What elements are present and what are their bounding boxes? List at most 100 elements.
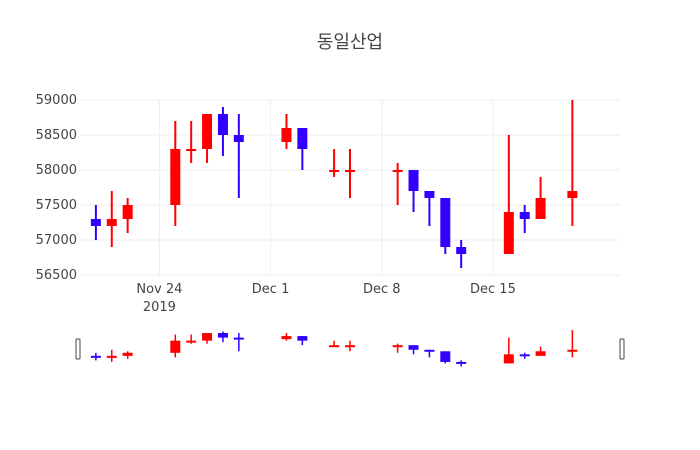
candle-decreasing xyxy=(233,114,244,198)
slider-candle xyxy=(90,352,101,361)
candle-body xyxy=(440,198,451,247)
slider-candle xyxy=(567,330,578,358)
candle-body xyxy=(329,170,340,172)
range-slider-right-handle[interactable] xyxy=(619,338,625,360)
candle-body xyxy=(202,114,213,149)
candle-increasing xyxy=(345,149,355,198)
candle-body xyxy=(345,170,355,172)
slider-candle xyxy=(456,360,467,367)
slider-candle-body xyxy=(567,349,578,352)
candle-increasing xyxy=(535,177,546,219)
candle-increasing xyxy=(567,100,578,226)
slider-candle-body xyxy=(233,337,244,340)
x-tick-label: Dec 15 xyxy=(470,282,516,297)
candle-increasing xyxy=(170,121,181,226)
x-tick-label: Dec 1 xyxy=(252,282,290,297)
candle-increasing xyxy=(503,135,514,254)
candle-decreasing xyxy=(408,170,419,212)
slider-candle-body xyxy=(122,352,133,356)
candle-body xyxy=(297,128,308,149)
slider-candle-body xyxy=(424,349,435,352)
slider-candle xyxy=(440,351,451,364)
y-tick-label: 57500 xyxy=(36,198,77,213)
slider-candle xyxy=(408,345,419,355)
slider-candle-body xyxy=(297,336,308,341)
y-tick-label: 58000 xyxy=(36,163,77,178)
candle-body xyxy=(503,212,514,254)
slider-candle-body xyxy=(281,336,292,340)
candle-body xyxy=(170,149,181,205)
slider-candle-body xyxy=(408,345,419,350)
slider-candle xyxy=(392,343,403,353)
candle-body xyxy=(567,191,578,198)
slider-candle-body xyxy=(535,351,546,356)
candle-increasing xyxy=(202,114,213,163)
axis-layer: 56500 57000 57500 58000 58500 59000 Nov 24 2019… xyxy=(36,93,516,315)
slider-candle-body xyxy=(90,355,101,358)
candle-increasing xyxy=(392,163,403,205)
y-tick-label: 56500 xyxy=(36,268,77,283)
slider-candle xyxy=(217,331,228,343)
slider-candle xyxy=(503,337,514,364)
slider-candle-body xyxy=(440,351,451,362)
candle-body xyxy=(281,128,292,142)
candle-body xyxy=(519,212,530,219)
slider-candle xyxy=(297,336,308,346)
y-tick-label: 58500 xyxy=(36,128,77,143)
candle-body xyxy=(90,219,101,226)
chart-title: 동일산업 xyxy=(317,32,383,53)
slider-candle-body xyxy=(392,345,403,348)
slider-candle-body xyxy=(329,345,340,348)
candle-body xyxy=(456,247,467,254)
slider-candle xyxy=(345,340,355,352)
slider-candle xyxy=(170,334,181,358)
slider-candle-body xyxy=(186,340,197,343)
slider-candle xyxy=(202,333,213,344)
range-slider[interactable] xyxy=(75,330,625,367)
range-slider-left-handle[interactable] xyxy=(75,338,81,360)
candle-body xyxy=(217,114,228,135)
candle-body xyxy=(392,170,403,172)
slider-candle xyxy=(186,334,197,344)
candle-body xyxy=(424,191,435,198)
slider-candle-body xyxy=(519,354,530,357)
candle-increasing xyxy=(122,198,133,233)
candle-decreasing xyxy=(519,205,530,233)
y-tick-label: 59000 xyxy=(36,93,77,108)
slider-candle-body xyxy=(456,361,467,364)
slider-candle xyxy=(106,349,117,362)
candle-body xyxy=(106,219,117,226)
grid-layer xyxy=(80,99,620,276)
slider-candle xyxy=(233,333,244,352)
candle-decreasing xyxy=(440,198,451,254)
slider-candle xyxy=(329,340,340,348)
candle-body xyxy=(122,205,133,219)
candle-increasing xyxy=(106,191,117,247)
slider-candle-body xyxy=(170,340,181,353)
slider-candle xyxy=(519,352,530,359)
slider-candle-body xyxy=(217,333,228,338)
slider-candle xyxy=(424,349,435,358)
slider-candle-body xyxy=(503,354,514,364)
candle-body xyxy=(535,198,546,219)
candle-increasing xyxy=(281,114,292,149)
x-tick-sublabel: 2019 xyxy=(143,300,176,315)
candle-increasing xyxy=(329,149,340,177)
candle-body xyxy=(233,135,244,142)
candle-body xyxy=(186,149,197,151)
x-tick-label: Dec 8 xyxy=(363,282,401,297)
slider-candle xyxy=(281,333,292,341)
candle-decreasing xyxy=(424,191,435,226)
candle-decreasing xyxy=(297,128,308,170)
candle-increasing xyxy=(186,121,197,163)
slider-candle xyxy=(535,346,546,356)
slider-candle-body xyxy=(202,333,213,341)
candle-decreasing xyxy=(456,240,467,268)
candle-layer xyxy=(90,100,578,268)
slider-candle-body xyxy=(345,345,355,348)
candle-decreasing xyxy=(217,107,228,156)
candle-decreasing xyxy=(90,205,101,240)
